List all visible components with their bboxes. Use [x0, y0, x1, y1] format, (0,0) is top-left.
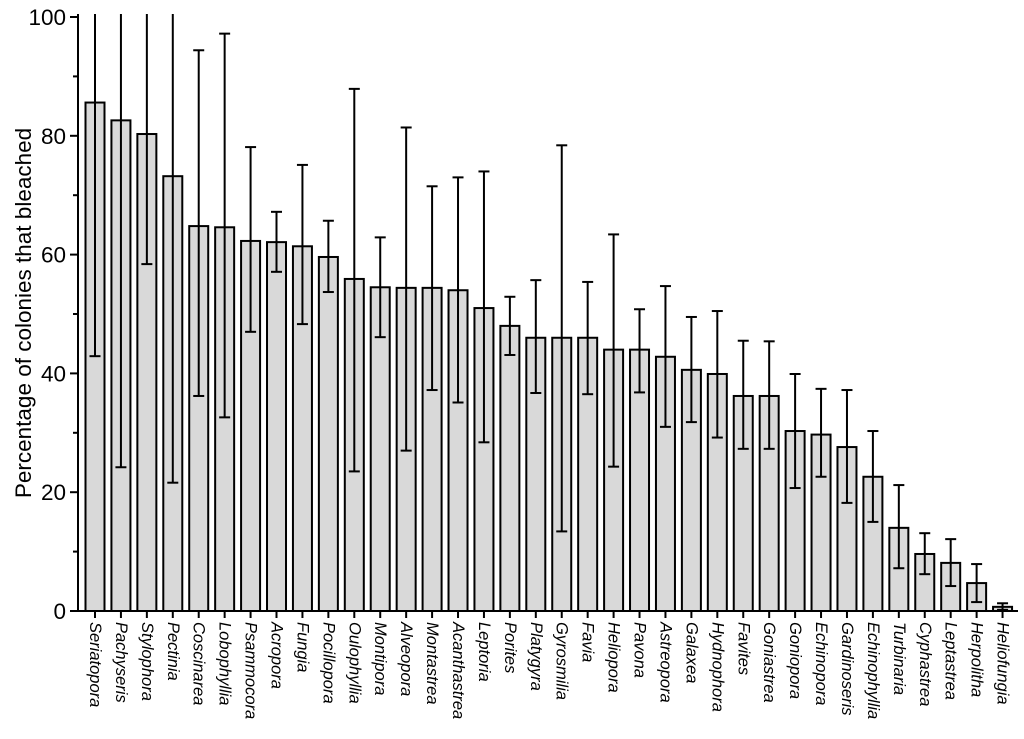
error-bar-lobophyllia: [219, 32, 231, 419]
x-label-pachyseris: Pachyseris: [112, 622, 130, 703]
x-label-cyphastrea: Cyphastrea: [916, 622, 934, 706]
error-bar-gyrosmilia: [556, 144, 568, 533]
error-bar-oulophyllia: [348, 87, 360, 473]
x-label-stylophora: Stylophora: [138, 622, 156, 701]
error-bar-coscinarea: [193, 49, 205, 397]
error-bar-alveopora: [400, 126, 412, 452]
error-bar-hydnophora: [711, 310, 723, 439]
x-label-platygyra: Platygyra: [527, 622, 545, 691]
x-label-gardinoseris: Gardinoseris: [838, 622, 856, 716]
x-label-leptastrea: Leptastrea: [942, 622, 960, 700]
error-bar-favites: [737, 339, 749, 450]
error-bar-seriatopora: [89, 14, 101, 358]
x-label-montastrea: Montastrea: [423, 622, 441, 705]
error-bar-gardinoseris: [841, 389, 853, 504]
error-bar-porites: [504, 295, 516, 356]
x-label-oulophyllia: Oulophyllia: [345, 622, 363, 704]
error-bars-group: [89, 14, 1009, 611]
x-label-psammocora: Psammocora: [242, 622, 260, 719]
error-bar-pachyseris: [115, 14, 127, 469]
labels-group: 0 20 40 60 80 100 Seriatopora Pachyseris Styloph…: [11, 5, 1012, 719]
y-tick-label: 40: [41, 361, 66, 386]
x-label-montipora: Montipora: [371, 622, 389, 695]
x-label-turbinaria: Turbinaria: [890, 622, 908, 695]
error-bar-galaxea: [685, 315, 697, 424]
x-label-pectinia: Pectinia: [164, 622, 182, 681]
x-label-hydnophora: Hydnophora: [708, 622, 726, 712]
error-bar-herpolitha: [971, 563, 983, 604]
error-bar-pectinia: [167, 14, 179, 484]
error-bar-leptastrea: [945, 538, 957, 588]
ticks-group: [70, 16, 1004, 618]
x-label-gyrosmilia: Gyrosmilia: [553, 622, 571, 700]
x-label-alveopora: Alveopora: [397, 621, 415, 696]
y-tick-label: 20: [41, 480, 66, 505]
error-bar-leptoria: [478, 170, 490, 444]
x-label-heliofungia: Heliofungia: [994, 622, 1012, 705]
x-label-coscinarea: Coscinarea: [190, 622, 208, 705]
x-label-fungia: Fungia: [293, 622, 311, 672]
error-bar-heliofungia: [997, 602, 1009, 611]
error-bar-echinopora: [815, 387, 827, 478]
x-label-pavona: Pavona: [631, 622, 649, 678]
x-label-favites: Favites: [734, 622, 752, 675]
error-bar-montastrea: [426, 185, 438, 392]
error-bar-goniopora: [789, 372, 801, 490]
bars-group: [84, 101, 1014, 613]
error-bar-favia: [582, 280, 594, 396]
x-label-heliopora: Heliopora: [605, 622, 623, 693]
x-label-goniopora: Goniopora: [786, 622, 804, 699]
x-label-lobophyllia: Lobophyllia: [216, 622, 234, 705]
error-bar-cyphastrea: [919, 532, 931, 576]
error-bar-pavona: [634, 308, 646, 394]
error-bar-echinophyllia: [867, 430, 879, 523]
error-bar-acanthastrea: [452, 176, 464, 404]
bar-acropora: [266, 241, 288, 612]
x-label-acanthastrea: Acanthastrea: [449, 621, 467, 719]
error-bar-acropora: [271, 210, 283, 273]
x-label-porites: Porites: [501, 622, 519, 673]
error-bar-astreopora: [659, 285, 671, 428]
error-bar-heliopora: [608, 233, 620, 468]
x-label-leptoria: Leptoria: [475, 622, 493, 682]
x-label-herpolitha: Herpolitha: [968, 622, 986, 697]
error-bar-montipora: [374, 236, 386, 339]
error-bar-pocillopora: [322, 219, 334, 294]
x-label-galaxea: Galaxea: [682, 622, 700, 683]
y-axis-title: Percentage of colonies that bleached: [11, 128, 36, 498]
y-tick-label: 60: [41, 243, 66, 268]
error-bar-goniastrea: [763, 340, 775, 450]
error-bar-turbinaria: [893, 484, 905, 570]
y-tick-label: 100: [28, 5, 66, 30]
bar-pocillopora: [317, 255, 339, 612]
x-label-favia: Favia: [579, 622, 597, 662]
x-label-pocillopora: Pocillopora: [319, 622, 337, 704]
error-bar-platygyra: [530, 279, 542, 395]
x-label-acropora: Acropora: [268, 621, 286, 689]
x-label-seriatopora: Seriatopora: [86, 622, 104, 707]
error-bar-stylophora: [141, 14, 153, 266]
error-bar-psammocora: [245, 146, 257, 333]
x-label-astreopora: Astreopora: [656, 621, 674, 703]
x-label-echinopora: Echinopora: [812, 622, 830, 705]
bar-porites: [499, 324, 521, 612]
y-tick-label: 80: [41, 124, 66, 149]
x-label-goniastrea: Goniastrea: [760, 622, 778, 703]
x-label-echinophyllia: Echinophyllia: [864, 622, 882, 719]
error-bar-fungia: [296, 163, 308, 326]
y-tick-label: 0: [53, 599, 66, 624]
